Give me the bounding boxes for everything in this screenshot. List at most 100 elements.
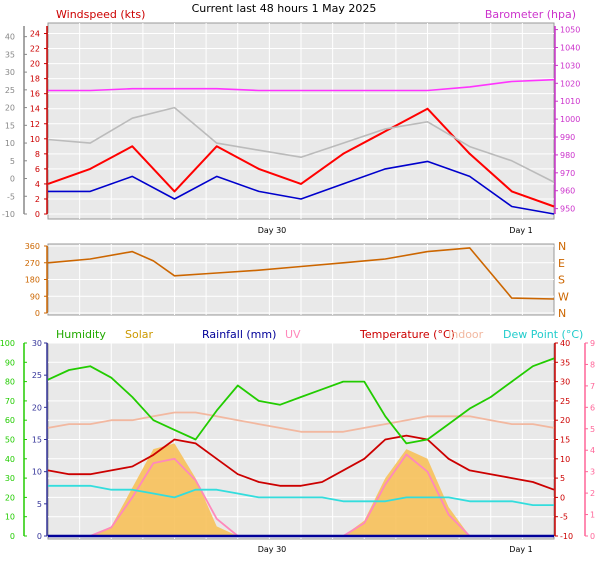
compass-label: E [558,257,565,270]
legend-humidity: Humidity [56,328,106,341]
humidity-axis-tick-label: 70 [5,397,15,406]
humidity-axis-tick-label: 100 [0,339,15,348]
barometer-axis-tick-label: 970 [560,169,575,178]
wind-axis-tick-label: 24 [30,30,40,39]
uv-axis-tick-label: 9 [590,339,595,348]
x-label-day30-top: Day 30 [258,226,287,235]
humidity-axis-tick-label: 60 [5,416,15,425]
humidity-axis-tick-label: 50 [5,436,15,445]
barometer-axis-tick-label: 1020 [560,79,580,88]
uv-axis-tick-label: 5 [590,425,595,434]
temperature-axis-tick-label: 15 [560,436,570,445]
rain-axis-tick-label: 0 [37,532,42,541]
legend-uv: UV [285,328,301,341]
series-temp_grey [47,106,555,183]
wind-axis-tick-label: 20 [30,60,40,69]
outer-left-axis-tick-label: 10 [5,139,15,148]
wind-axis-tick-label: 4 [35,180,40,189]
temperature-axis-tick-label: 40 [560,339,570,348]
temperature-axis-tick-label: 20 [560,416,570,425]
wind-axis-tick-label: 0 [35,210,40,219]
x-label-day1-bottom: Day 1 [509,545,532,554]
rain-axis-tick-label: 5 [37,500,42,509]
series-temperature [47,434,555,491]
barometer-axis-tick-label: 1000 [560,115,580,124]
uv-axis-tick-label: 3 [590,468,595,477]
temperature-axis-tick-label: 35 [560,358,570,367]
wind-axis-tick-label: 2 [35,195,40,204]
barometer-axis-label: Barometer (hpa) [485,8,576,21]
x-label-day30-bottom: Day 30 [258,545,287,554]
series-wind_dir [47,247,555,300]
humidity-axis-tick-label: 80 [5,378,15,387]
x-label-day1-top: Day 1 [509,226,532,235]
humidity-axis-tick-label: 40 [5,455,15,464]
series-barometer [48,78,555,92]
temperature-axis-tick-label: -10 [560,532,573,541]
series-humidity [47,357,555,445]
uv-axis-tick-label: 0 [590,532,595,541]
direction-axis-tick-label: 90 [30,292,40,301]
temperature-axis-tick-label: 5 [560,474,565,483]
temperature-axis-tick-label: 25 [560,397,570,406]
direction-axis-tick-label: 360 [25,242,40,251]
temperature-axis-tick-label: 0 [560,493,565,502]
humidity-axis-tick-label: 20 [5,493,15,502]
outer-left-axis-tick-label: 0 [10,175,15,184]
temperature-axis-tick-label: 30 [560,378,570,387]
wind-axis-tick-label: 8 [35,150,40,159]
uv-axis-tick-label: 7 [590,382,595,391]
outer-left-axis-tick-label: 25 [5,86,15,95]
humidity-axis-tick-label: 90 [5,358,15,367]
barometer-axis-tick-label: 1030 [560,61,580,70]
outer-left-axis-tick-label: 5 [10,157,15,166]
legend-dewpoint: Dew Point (°C) [503,328,583,341]
marks-layer [47,78,555,538]
axes-layer: -10-505101520253035400246810121416182022… [0,23,595,541]
wind-axis-tick-label: 18 [30,75,40,84]
rain-axis-tick-label: 25 [32,371,42,380]
rain-axis-tick-label: 10 [32,468,42,477]
outer-left-axis-tick-label: 20 [5,104,15,113]
legend-rainfall: Rainfall (mm) [202,328,276,341]
legend-solar: Solar [125,328,154,341]
direction-axis-tick-label: 180 [25,276,40,285]
series-solar [48,443,554,536]
barometer-axis-tick-label: 1040 [560,43,580,52]
direction-axis-tick-label: 0 [35,309,40,318]
compass-label: S [558,274,565,287]
humidity-axis-tick-label: 30 [5,474,15,483]
series-wind_gust [47,107,555,208]
outer-left-axis-tick-label: 40 [5,33,15,42]
outer-left-axis-tick-label: 35 [5,50,15,59]
wind-axis-label: Windspeed (kts) [56,8,145,21]
temperature-axis-tick-label: -5 [560,513,568,522]
outer-left-axis-tick-label: -5 [7,192,15,201]
legend-indoor: Indoor [448,328,484,341]
barometer-axis-tick-label: 950 [560,205,575,214]
barometer-axis-tick-label: 1050 [560,26,580,35]
barometer-axis-tick-label: 1010 [560,97,580,106]
wind-axis-tick-label: 10 [30,135,40,144]
compass-label: W [558,290,569,303]
uv-axis-tick-label: 8 [590,360,595,369]
rain-axis-tick-label: 30 [32,339,42,348]
outer-left-axis-tick-label: -10 [2,210,15,219]
compass-label: N [558,307,566,320]
series-indoor [47,411,555,433]
uv-axis-tick-label: 6 [590,403,595,412]
barometer-axis-tick-label: 980 [560,151,575,160]
humidity-axis-tick-label: 0 [10,532,15,541]
wind-axis-tick-label: 22 [30,45,40,54]
uv-axis-tick-label: 2 [590,489,595,498]
compass-label: N [558,240,566,253]
wind-axis-tick-label: 12 [30,120,40,129]
outer-left-axis-tick-label: 15 [5,121,15,130]
humidity-axis-tick-label: 10 [5,513,15,522]
rain-axis-tick-label: 15 [32,436,42,445]
direction-axis-tick-label: 270 [25,259,40,268]
wind-axis-tick-label: 16 [30,90,40,99]
series-dewpoint [48,484,554,506]
